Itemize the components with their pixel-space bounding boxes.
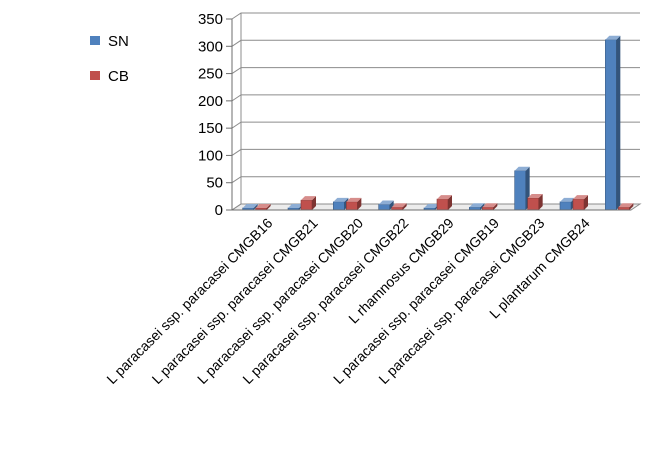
bar-side [448,195,452,210]
legend-label: SN [108,33,129,50]
bar-top [378,200,394,205]
bar-face [527,197,539,211]
bar-side [253,204,258,210]
bar-side [266,204,271,210]
bar-top [482,203,498,208]
y-tick-label: 100 [198,147,223,164]
bar-cb [572,195,588,211]
bar-side [493,203,498,210]
y-tick-label: 200 [198,93,223,110]
bars [242,35,634,211]
legend-label: CB [108,68,129,85]
bar-top [391,203,407,208]
y-axis-tick-labels: 0 50 100 150 200 250 300 350 [198,11,223,219]
bar-top [301,196,316,201]
bar-face [572,198,585,211]
x-tick-label: L paracasei ssp. paracasei CMGB23 [375,215,547,387]
x-tick-label: L paracasei ssp. paracasei CMGB19 [330,215,502,387]
x-tick-label: L paracasei ssp. paracasei CMGB16 [103,215,275,387]
bar-face [436,198,449,211]
bar-top [514,166,530,171]
bar-side [312,196,316,210]
bar-cb [391,203,407,211]
bar-top [333,197,349,202]
bar-side [402,203,407,210]
bar-sn [242,204,258,211]
x-tick-label: L paracasei ssp. paracasei CMGB21 [149,215,321,387]
bar-side [616,35,621,210]
bar-face [346,201,358,211]
bar-face [378,204,390,211]
y-tick-label: 0 [215,202,223,219]
bar-top [527,193,543,198]
bar-top [288,204,303,208]
bar-face [300,199,313,211]
bar-top [618,203,634,208]
bar-top [424,204,439,208]
bar-face [605,39,617,211]
bar-face [514,170,526,211]
back-wall [232,13,640,210]
bar-sn [605,35,621,211]
bar-top [437,195,452,200]
bar-cb [346,197,362,211]
bar-side [480,203,485,210]
bar-side [357,197,362,210]
bar-cb [300,196,316,211]
bar-cb [482,203,498,211]
bar-top [573,195,588,200]
x-tick-label: L paracasei ssp. paracasei CMGB22 [239,215,411,387]
chart-walls [230,13,642,211]
legend-swatch [90,36,100,45]
y-tick-label: 50 [206,175,223,192]
y-tick-label: 150 [198,120,223,137]
y-tick-label: 300 [198,38,223,55]
legend: SN CB [90,33,129,85]
bar-side [629,203,634,210]
bar-cb [527,193,543,211]
bar-side [538,193,543,210]
bar-top [469,203,485,208]
bar-top [255,204,271,208]
bar-side [389,200,394,210]
bar-face [333,201,345,211]
bar-top [560,197,575,202]
bar-top [605,35,621,40]
bar-cb [436,195,452,211]
axes [226,13,631,211]
bar-top [346,197,362,202]
legend-swatch [90,71,100,80]
x-tick-label: L paracasei ssp. paracasei CMGB20 [194,215,366,387]
y-tick-label: 250 [198,66,223,83]
bar-side [584,195,588,210]
bar-face [559,201,572,211]
bar-top [242,204,258,208]
y-tick-label: 350 [198,11,223,28]
